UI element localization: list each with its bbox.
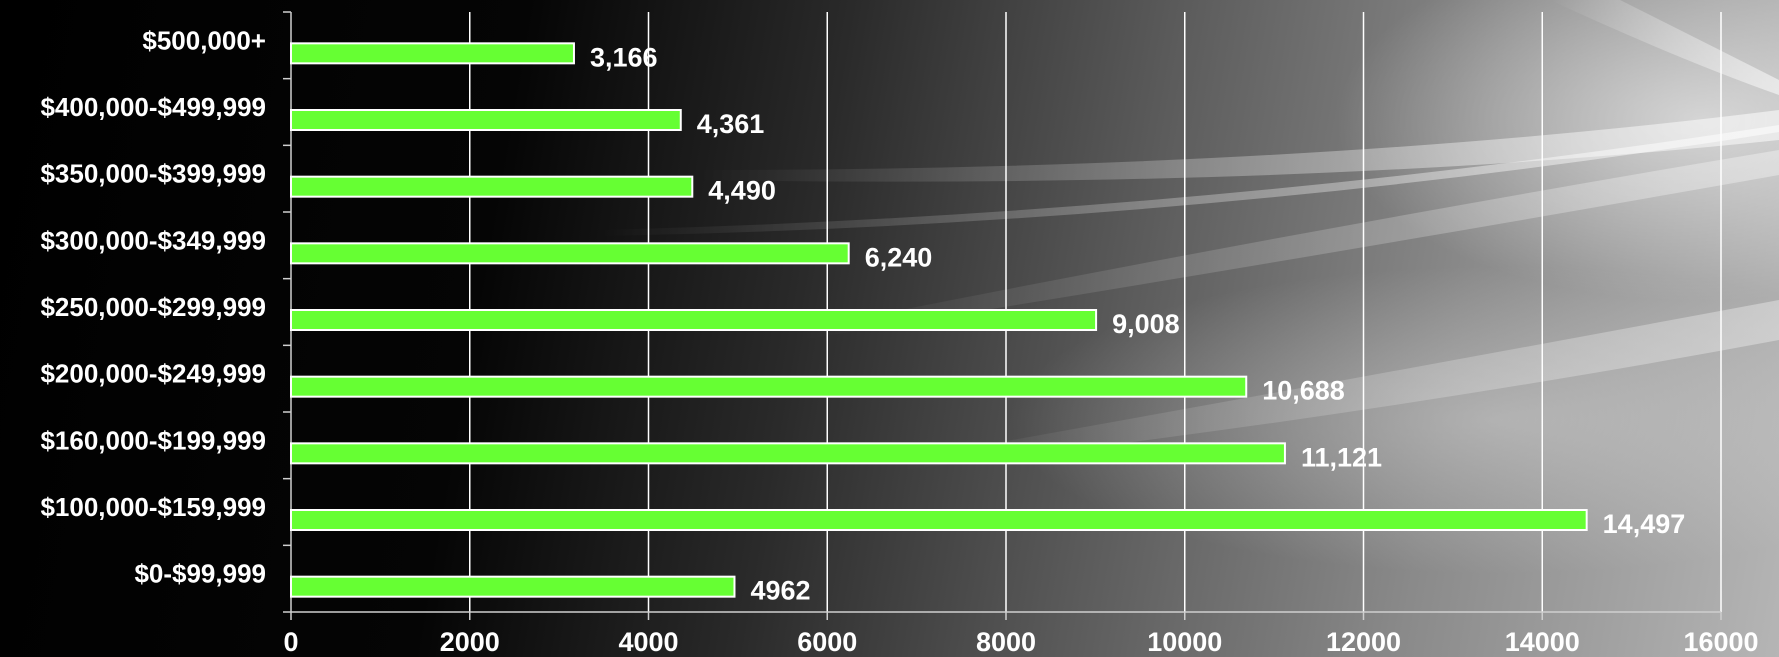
bar: [290, 375, 1248, 398]
bar: [290, 175, 694, 198]
x-tick-label: 14000: [1505, 627, 1580, 657]
data-label: 9,008: [1112, 309, 1180, 339]
category-label: $160,000-$199,999: [40, 425, 266, 455]
bar: [290, 509, 1588, 531]
bar: [290, 42, 575, 65]
bar: [290, 242, 850, 265]
x-tick-label: 8000: [976, 627, 1036, 657]
category-label: $200,000-$249,999: [40, 359, 266, 389]
data-label: 4,490: [708, 176, 776, 206]
x-tick-label: 12000: [1326, 627, 1401, 657]
x-tick-label: 0: [283, 627, 298, 657]
category-label: $350,000-$399,999: [40, 159, 266, 189]
category-label: $0-$99,999: [134, 559, 266, 589]
data-label: 10,688: [1262, 376, 1345, 406]
x-tick-label: 16000: [1683, 627, 1758, 657]
x-tick-label: 2000: [440, 627, 500, 657]
data-label: 3,166: [590, 42, 658, 72]
category-label: $300,000-$349,999: [40, 225, 266, 255]
category-label: $100,000-$159,999: [40, 492, 266, 522]
labels: 0 2000 4000 6000 8000 10000 12000 14000 16000 $50…: [40, 25, 1758, 657]
bars: [290, 42, 1588, 598]
data-label: 14,497: [1603, 509, 1686, 539]
data-label: 11,121: [1301, 442, 1382, 472]
x-tick-label: 10000: [1147, 627, 1222, 657]
data-label: 4962: [750, 576, 810, 606]
category-label: $500,000+: [142, 25, 266, 55]
bar: [290, 442, 1286, 465]
bar: [290, 309, 1098, 331]
x-tick-label: 6000: [797, 627, 857, 657]
category-label: $250,000-$299,999: [40, 292, 266, 322]
bar: [290, 109, 682, 131]
bar: [290, 575, 736, 598]
category-label: $400,000-$499,999: [40, 92, 266, 122]
x-tick-label: 4000: [618, 627, 678, 657]
data-label: 6,240: [865, 242, 933, 272]
data-label: 4,361: [697, 109, 765, 139]
